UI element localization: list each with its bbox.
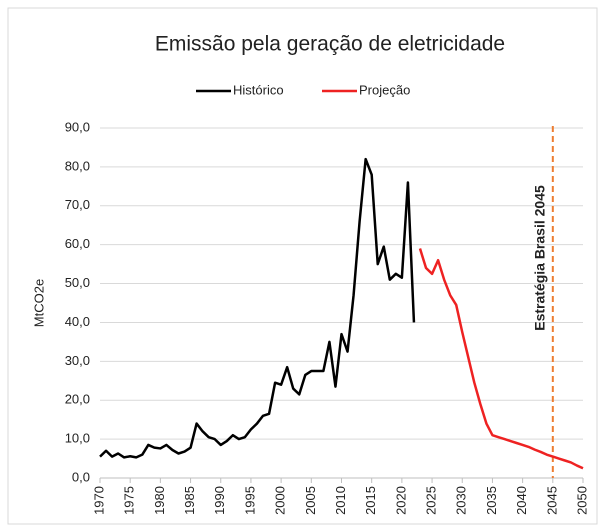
x-tick-label: 2015 (363, 486, 378, 515)
y-tick-label: 70,0 (65, 197, 90, 212)
x-tick-label: 1990 (212, 486, 227, 515)
line-series (418, 248, 584, 470)
x-tick-label: 2045 (544, 486, 559, 515)
legend-label: Projeção (359, 82, 410, 97)
x-tick-label: 2005 (303, 486, 318, 515)
x-tick-label: 2050 (574, 486, 589, 515)
x-tick-label: 2025 (424, 486, 439, 515)
x-tick-label: 1985 (182, 486, 197, 515)
x-tick-label: 2010 (333, 486, 348, 515)
x-tick-label: 2000 (273, 486, 288, 515)
y-tick-label: 90,0 (65, 119, 90, 134)
y-tick-label: 10,0 (65, 431, 90, 446)
y-tick-label: 50,0 (65, 275, 90, 290)
x-tick-label: 1995 (242, 486, 257, 515)
line-series (99, 157, 416, 459)
y-tick-label: 0,0 (72, 469, 90, 484)
y-tick-label: 20,0 (65, 392, 90, 407)
chart-frame (7, 7, 598, 525)
annotation-text: Estratégia Brasil 2045 (532, 185, 548, 331)
x-tick-label: 1975 (122, 486, 137, 515)
legend-label: Histórico (233, 82, 284, 97)
y-tick-label: 40,0 (65, 314, 90, 329)
x-tick-label: 1980 (152, 486, 167, 515)
chart-title: Emissão pela geração de eletricidade (155, 33, 505, 56)
y-axis-label: MtCO2e (31, 279, 46, 327)
x-tick-label: 2030 (454, 486, 469, 515)
x-tick-label: 2040 (514, 486, 529, 515)
x-tick-label: 2035 (484, 486, 499, 515)
x-tick-label: 2020 (393, 486, 408, 515)
x-tick-label: 1970 (91, 486, 106, 515)
y-tick-label: 30,0 (65, 353, 90, 368)
y-tick-label: 60,0 (65, 236, 90, 251)
y-tick-label: 80,0 (65, 158, 90, 173)
